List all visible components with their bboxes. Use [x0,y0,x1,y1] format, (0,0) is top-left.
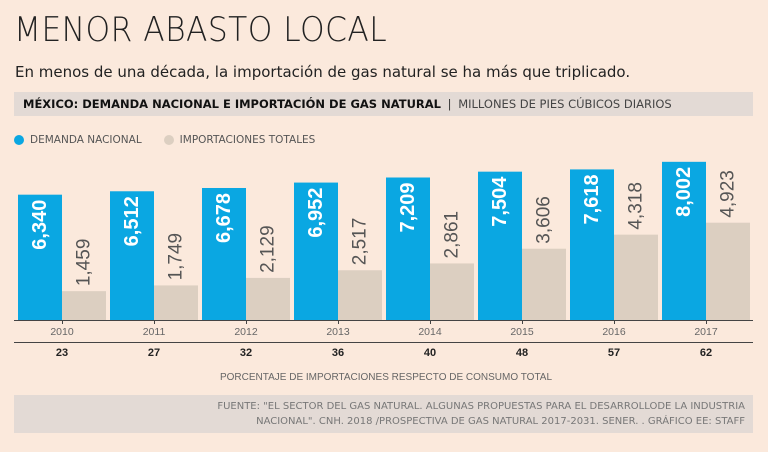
value-label-demanda-2013: 6,952 [305,188,327,238]
legend-label-demanda: DEMANDA NACIONAL [30,134,142,146]
chart-header-title: MÉXICO: DEMANDA NACIONAL E IMPORTACIÓN D… [23,97,441,111]
legend-label-importaciones: IMPORTACIONES TOTALES [179,134,316,146]
legend-swatch-importaciones [163,135,174,145]
bar-importaciones-2016 [614,234,658,320]
value-label-importaciones-2010: 1,459 [74,239,95,287]
value-label-demanda-2014: 7,209 [397,182,419,232]
value-label-importaciones-2015: 3,606 [534,196,555,244]
bar-importaciones-2012 [246,277,290,320]
legend-swatch-demanda [14,135,24,145]
percentage-label-2015: 48 [516,347,528,359]
value-label-importaciones-2011: 1,749 [166,233,187,281]
value-label-demanda-2017: 8,002 [673,167,695,217]
x-tick-label-2016: 2016 [602,326,626,338]
chart-header-separator: | [447,97,452,111]
bar-importaciones-2011 [154,285,198,320]
bar-demanda-2011 [110,191,154,320]
bar-demanda-2013 [294,182,338,320]
value-label-importaciones-2016: 4,318 [626,182,647,230]
percentage-label-2011: 27 [148,347,160,359]
bar-demanda-2010 [18,194,62,320]
bar-chart: 6,340 1,459 2010 23 6,512 1,749 2011 27 6,678 2,1… [14,161,753,383]
legend-item-importaciones: IMPORTACIONES TOTALES [163,134,316,146]
legend-item-demanda: DEMANDA NACIONAL [14,134,142,146]
value-label-importaciones-2012: 2,129 [258,225,279,273]
x-tick-label-2015: 2015 [510,326,534,338]
legend: DEMANDA NACIONAL IMPORTACIONES TOTALES [14,134,337,146]
percentage-label-2012: 32 [240,347,252,359]
source-text: FUENTE: "EL SECTOR DEL GAS NATURAL. ALGU… [217,401,745,427]
percentage-row-label: PORCENTAJE DE IMPORTACIONES RESPECTO DE … [220,372,553,383]
percentage-label-2013: 36 [332,347,344,359]
value-label-importaciones-2017: 4,923 [718,170,739,218]
x-tick-label-2012: 2012 [234,326,258,338]
x-tick-label-2011: 2011 [143,326,166,338]
bar-demanda-2015 [478,171,522,320]
bar-demanda-2012 [202,187,246,320]
bar-importaciones-2013 [338,270,382,320]
value-label-demanda-2012: 6,678 [213,193,235,243]
bar-importaciones-2017 [706,222,750,320]
value-label-demanda-2015: 7,504 [489,176,511,227]
value-label-demanda-2011: 6,512 [121,196,143,246]
bar-importaciones-2014 [430,263,474,320]
value-label-demanda-2010: 6,340 [29,200,51,250]
source-panel: FUENTE: "EL SECTOR DEL GAS NATURAL. ALGU… [14,395,753,433]
bar-demanda-2017 [662,161,706,320]
value-label-importaciones-2014: 2,861 [442,211,463,259]
bar-demanda-2016 [570,169,614,320]
value-label-importaciones-2013: 2,517 [350,218,371,266]
percentage-label-2010: 23 [56,347,68,359]
chart-header: MÉXICO: DEMANDA NACIONAL E IMPORTACIÓN D… [14,92,753,116]
x-tick-label-2010: 2010 [50,326,74,338]
chart-header-units: MILLONES DE PIES CÚBICOS DIARIOS [458,97,672,111]
percentage-label-2017: 62 [700,347,712,359]
percentage-label-2016: 57 [608,347,620,359]
bar-importaciones-2015 [522,248,566,320]
chart-subtitle: En menos de una década, la importación d… [15,63,631,81]
bar-demanda-2014 [386,177,430,320]
x-tick-label-2013: 2013 [326,326,350,338]
bar-importaciones-2010 [62,291,106,320]
chart-title: MENOR ABASTO LOCAL [14,10,388,50]
x-tick-label-2014: 2014 [418,326,442,338]
value-label-demanda-2016: 7,618 [581,174,603,224]
x-tick-label-2017: 2017 [694,326,718,338]
percentage-label-2014: 40 [424,347,436,359]
